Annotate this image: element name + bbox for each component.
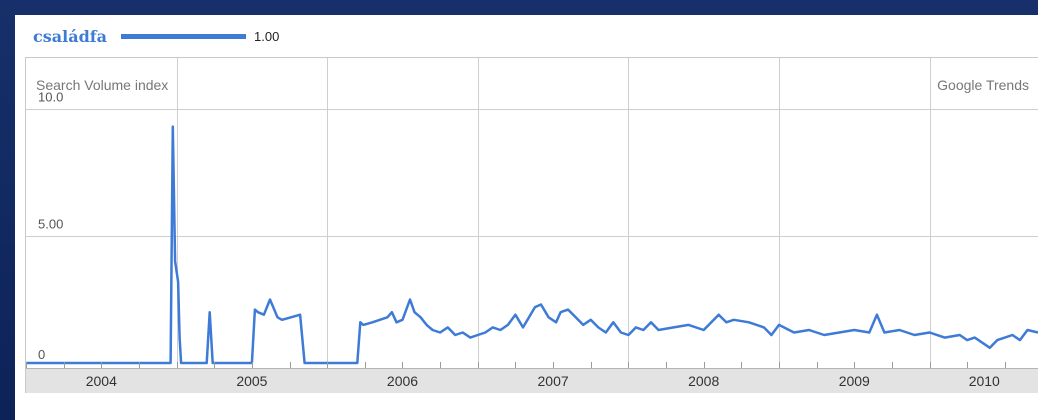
- legend-series-swatch: [121, 33, 246, 39]
- x-tick-label: 2004: [86, 373, 117, 389]
- gridlines: [26, 58, 1038, 393]
- series-lines: [26, 125, 1038, 365]
- trends-panel: családfa 1.00 0 5.00 10.0 2004 2005 2006 2007…: [15, 15, 1038, 420]
- y-tick-label: 10.0: [38, 90, 63, 105]
- series-line-családfa: [26, 125, 1038, 365]
- x-tick-label: 2010: [969, 373, 1000, 389]
- x-tick-label: 2006: [387, 373, 418, 389]
- x-tick-label: 2007: [538, 373, 569, 389]
- plot-frame: 0 5.00 10.0 2004 2005 2006 2007 2008 2009 2010 S…: [25, 57, 1038, 393]
- x-axis: 2004 2005 2006 2007 2008 2009 2010: [26, 362, 1038, 393]
- y-tick-labels: 0 5.00 10.0: [38, 90, 63, 363]
- y-tick-label: 5.00: [38, 217, 63, 232]
- y-axis-title: Search Volume index: [36, 77, 168, 93]
- chart-legend: családfa 1.00: [33, 25, 279, 47]
- x-tick-label: 2009: [839, 373, 870, 389]
- trend-chart: 0 5.00 10.0 2004 2005 2006 2007 2008 2009 2010 S…: [26, 58, 1038, 393]
- x-axis-band: [26, 368, 1038, 393]
- legend-series-value: 1.00: [254, 28, 280, 44]
- google-trends-brand: Google Trends: [937, 77, 1029, 93]
- y-tick-label: 0: [38, 347, 45, 362]
- x-tick-label: 2008: [688, 373, 719, 389]
- x-tick-label: 2005: [236, 373, 267, 389]
- legend-series-term[interactable]: családfa: [33, 26, 107, 46]
